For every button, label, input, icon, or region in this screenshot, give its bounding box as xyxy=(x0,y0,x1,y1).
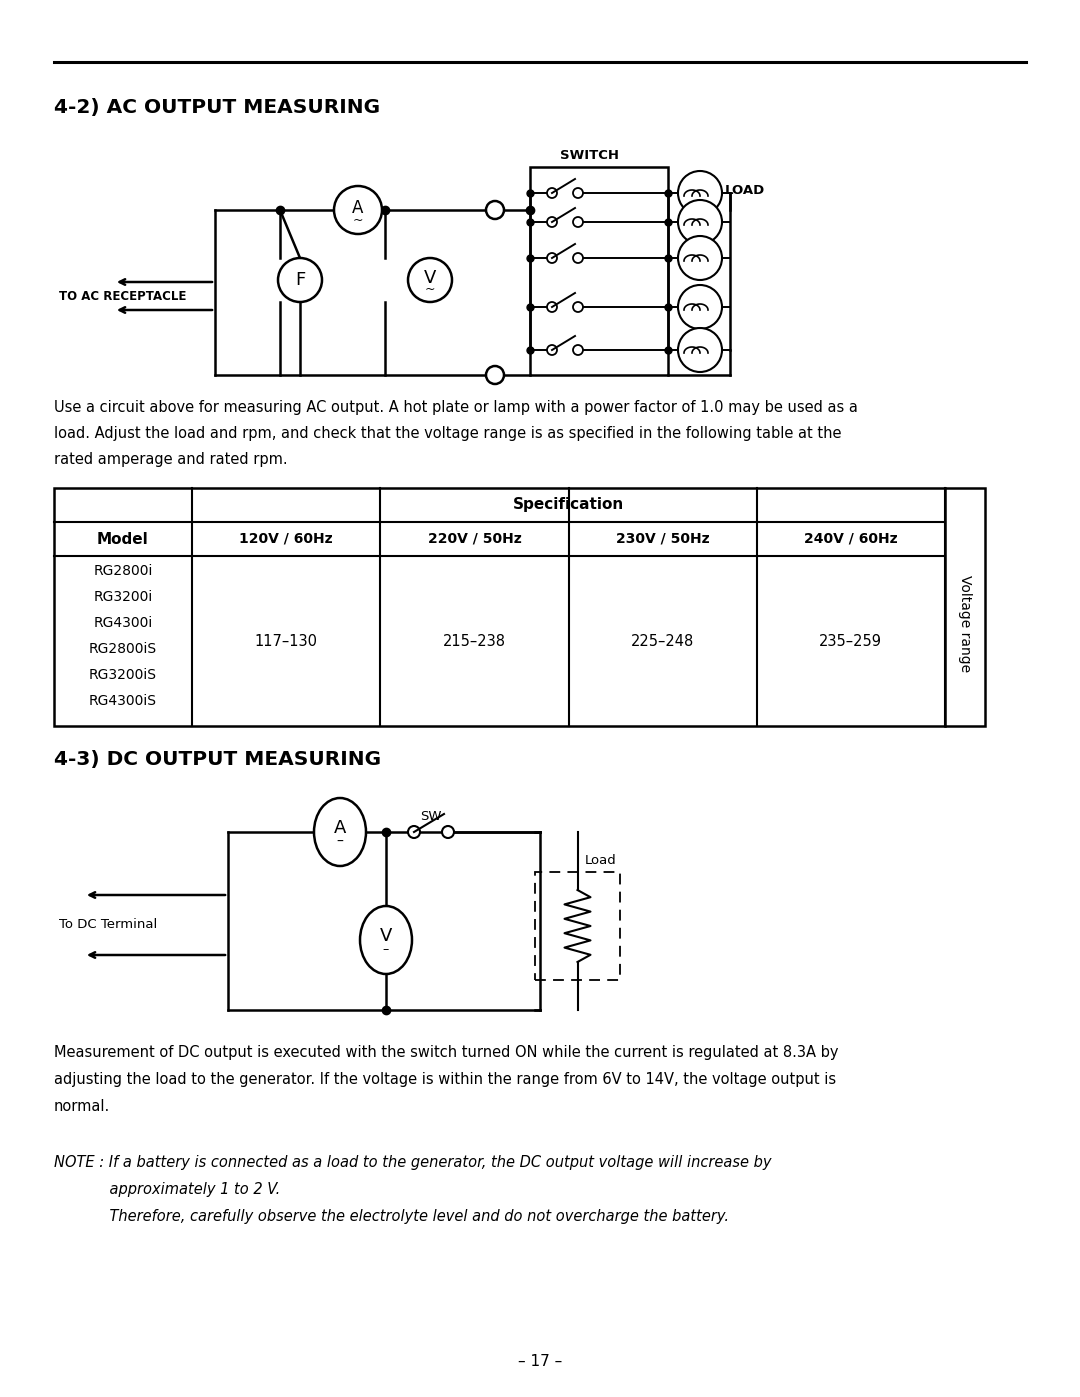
Text: V: V xyxy=(380,928,392,944)
Circle shape xyxy=(408,826,420,838)
Circle shape xyxy=(678,285,723,330)
Ellipse shape xyxy=(314,798,366,866)
Text: 215–238: 215–238 xyxy=(443,633,505,648)
Text: 117–130: 117–130 xyxy=(255,633,318,648)
Text: 230V / 50Hz: 230V / 50Hz xyxy=(616,532,710,546)
Text: adjusting the load to the generator. If the voltage is within the range from 6V : adjusting the load to the generator. If … xyxy=(54,1071,836,1087)
Text: ~: ~ xyxy=(353,214,363,226)
Text: Load: Load xyxy=(585,854,617,868)
Text: –: – xyxy=(383,943,389,957)
Text: NOTE : If a battery is connected as a load to the generator, the DC output volta: NOTE : If a battery is connected as a lo… xyxy=(54,1155,771,1171)
Text: ~: ~ xyxy=(424,282,435,296)
Text: SW: SW xyxy=(420,810,442,823)
Circle shape xyxy=(573,253,583,263)
Text: approximately 1 to 2 V.: approximately 1 to 2 V. xyxy=(54,1182,280,1197)
Text: Use a circuit above for measuring AC output. A hot plate or lamp with a power fa: Use a circuit above for measuring AC out… xyxy=(54,400,858,415)
Ellipse shape xyxy=(360,907,411,974)
Circle shape xyxy=(573,345,583,355)
Text: –: – xyxy=(337,835,343,849)
Text: RG3200iS: RG3200iS xyxy=(89,668,157,682)
Bar xyxy=(535,872,620,981)
Text: normal.: normal. xyxy=(54,1099,110,1113)
Text: LOAD: LOAD xyxy=(725,184,766,197)
Text: 220V / 50Hz: 220V / 50Hz xyxy=(428,532,522,546)
Circle shape xyxy=(573,302,583,312)
Circle shape xyxy=(678,236,723,279)
Text: rated amperage and rated rpm.: rated amperage and rated rpm. xyxy=(54,453,287,467)
Circle shape xyxy=(678,170,723,215)
Text: RG2800iS: RG2800iS xyxy=(89,643,157,657)
Text: Model: Model xyxy=(97,531,149,546)
Circle shape xyxy=(546,302,557,312)
Text: 235–259: 235–259 xyxy=(820,633,882,648)
Circle shape xyxy=(408,258,453,302)
Text: Specification: Specification xyxy=(513,497,624,513)
Text: RG2800i: RG2800i xyxy=(93,564,152,578)
Bar xyxy=(530,168,669,374)
Text: RG4300iS: RG4300iS xyxy=(89,694,157,708)
Text: 225–248: 225–248 xyxy=(631,633,694,648)
Text: RG4300i: RG4300i xyxy=(93,616,152,630)
Circle shape xyxy=(678,200,723,244)
Text: – 17 –: – 17 – xyxy=(518,1355,562,1369)
Circle shape xyxy=(573,217,583,226)
Circle shape xyxy=(278,258,322,302)
Text: load. Adjust the load and rpm, and check that the voltage range is as specified : load. Adjust the load and rpm, and check… xyxy=(54,426,841,441)
Circle shape xyxy=(546,189,557,198)
Text: Voltage range: Voltage range xyxy=(958,576,972,672)
Text: Measurement of DC output is executed with the switch turned ON while the current: Measurement of DC output is executed wit… xyxy=(54,1045,838,1060)
Circle shape xyxy=(546,217,557,226)
Circle shape xyxy=(678,328,723,372)
Text: A: A xyxy=(334,819,347,837)
Text: RG3200i: RG3200i xyxy=(93,590,152,604)
Text: 240V / 60Hz: 240V / 60Hz xyxy=(805,532,897,546)
Text: 4-3) DC OUTPUT MEASURING: 4-3) DC OUTPUT MEASURING xyxy=(54,750,381,768)
Circle shape xyxy=(573,189,583,198)
Circle shape xyxy=(546,345,557,355)
Text: 4-2) AC OUTPUT MEASURING: 4-2) AC OUTPUT MEASURING xyxy=(54,98,380,117)
Circle shape xyxy=(546,253,557,263)
Text: SWITCH: SWITCH xyxy=(561,149,619,162)
Text: F: F xyxy=(295,271,306,289)
Text: To DC Terminal: To DC Terminal xyxy=(59,918,158,932)
Text: V: V xyxy=(423,270,436,286)
Circle shape xyxy=(486,201,504,219)
Circle shape xyxy=(442,826,454,838)
Circle shape xyxy=(486,366,504,384)
Bar xyxy=(54,488,985,726)
Circle shape xyxy=(334,186,382,235)
Text: Therefore, carefully observe the electrolyte level and do not overcharge the bat: Therefore, carefully observe the electro… xyxy=(54,1208,729,1224)
Text: TO AC RECEPTACLE: TO AC RECEPTACLE xyxy=(59,289,187,303)
Text: 120V / 60Hz: 120V / 60Hz xyxy=(240,532,333,546)
Text: A: A xyxy=(352,198,364,217)
